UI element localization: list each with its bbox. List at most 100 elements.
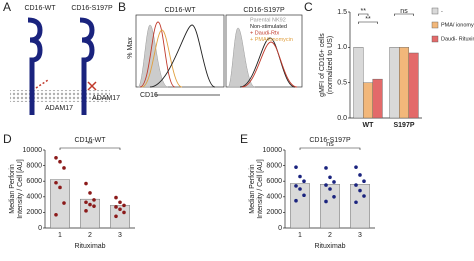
flow-curve <box>149 24 216 88</box>
data-point <box>358 173 362 177</box>
data-point <box>114 214 118 219</box>
data-point <box>332 195 336 199</box>
receptor-mut <box>79 17 95 115</box>
data-point <box>302 179 306 183</box>
data-point <box>362 179 366 183</box>
flow-title: CD16-S197P <box>243 7 285 14</box>
y-tick-label: 8000 <box>266 162 282 169</box>
data-point <box>122 203 126 208</box>
legend-swatch <box>431 7 439 15</box>
data-point <box>324 166 328 170</box>
data-point <box>118 207 122 212</box>
chart-title: CD16-S197P <box>309 137 351 144</box>
flow-curve <box>137 24 169 88</box>
data-point <box>298 174 302 179</box>
significance-bracket <box>394 13 414 16</box>
y-tick-label: 0.5 <box>337 80 347 87</box>
flow-curve <box>241 41 298 88</box>
data-point <box>362 194 366 198</box>
y-axis-label: (normalized to US) <box>327 36 334 94</box>
y-tick-label: 1.0 <box>337 44 347 51</box>
panel-label: B <box>118 0 126 14</box>
data-point <box>302 193 306 198</box>
y-axis-label: Intensity / Cell [AU] <box>257 159 264 219</box>
x-tick-label: 1 <box>58 232 62 239</box>
x-tick-label: 3 <box>118 232 122 239</box>
flow-curve <box>227 27 256 88</box>
data-point <box>354 183 358 187</box>
x-axis-label: Rituximab <box>314 243 345 250</box>
y-tick-label: 4000 <box>26 194 42 201</box>
data-point <box>92 204 96 208</box>
x-tick-label: 1 <box>298 232 302 239</box>
data-point <box>84 200 88 205</box>
diagram-label: CD16-WT <box>24 5 56 12</box>
legend-entry: Parental NK92 <box>250 17 286 23</box>
significance-label: ns <box>326 141 334 148</box>
y-tick-label: 8000 <box>26 162 42 169</box>
legend-swatch <box>431 35 439 43</box>
panel-label: E <box>240 132 248 146</box>
data-point <box>58 159 62 164</box>
flow-curve <box>239 37 296 88</box>
enzyme-label: ADAM17 <box>92 95 120 102</box>
receptor-wt <box>27 17 43 115</box>
significance-label: ns <box>400 8 408 15</box>
significance-label: ** <box>87 141 93 148</box>
data-point <box>328 187 332 191</box>
y-tick-label: 10000 <box>263 147 283 154</box>
significance-label: ** <box>365 16 371 23</box>
data-point <box>324 199 328 204</box>
y-tick-label: 0 <box>38 225 42 232</box>
data-point <box>114 205 118 209</box>
data-point <box>118 200 122 205</box>
x-tick-label: 2 <box>328 232 332 239</box>
bar <box>353 47 364 119</box>
x-tick-label: WT <box>363 122 375 129</box>
bar <box>408 52 419 119</box>
legend-entry: PMA/ ionomycin <box>441 22 474 28</box>
flow-title: CD16-WT <box>164 7 196 14</box>
data-point <box>324 183 328 187</box>
data-point <box>54 156 58 160</box>
bar <box>363 82 374 119</box>
cleavage-site <box>35 79 49 89</box>
data-point <box>58 185 62 190</box>
legend-entry: Non-stimulated <box>250 24 287 30</box>
data-point <box>122 210 126 215</box>
y-tick-label: 10000 <box>23 147 43 154</box>
legend-entry: + Daudi-Rtx <box>250 30 279 36</box>
flow-y-label: % Max <box>127 37 134 59</box>
significance-bracket <box>299 147 361 150</box>
y-axis-label: gMFI of CD16+ cells <box>319 33 326 97</box>
flow-x-label: CD16 <box>140 92 158 99</box>
bar <box>372 78 383 119</box>
significance-label: ** <box>360 8 366 15</box>
chart-title: CD16-WT <box>74 137 106 144</box>
y-tick-label: 0 <box>278 225 282 232</box>
data-point <box>84 209 88 213</box>
panel-label: C <box>304 0 313 14</box>
y-axis-label: Median Perforin <box>249 164 256 214</box>
data-point <box>294 165 298 169</box>
y-tick-label: 2000 <box>266 209 282 216</box>
panel-label: D <box>3 132 12 146</box>
y-tick-label: 6000 <box>26 178 42 185</box>
y-axis-label: Intensity / Cell [AU] <box>17 159 24 219</box>
data-point <box>62 166 66 170</box>
flow-frame <box>225 14 303 88</box>
flow-frame <box>135 14 225 88</box>
data-point <box>88 191 92 195</box>
bar <box>320 184 340 229</box>
blocked-site <box>87 81 97 91</box>
bar <box>399 47 410 119</box>
y-axis-label: Median Perforin <box>9 164 16 214</box>
data-point <box>88 202 92 207</box>
x-tick-label: 3 <box>358 232 362 239</box>
data-point <box>298 187 302 191</box>
data-point <box>114 195 118 200</box>
legend-entry: + PMA/ionomycin <box>250 37 293 43</box>
data-point <box>92 198 96 202</box>
